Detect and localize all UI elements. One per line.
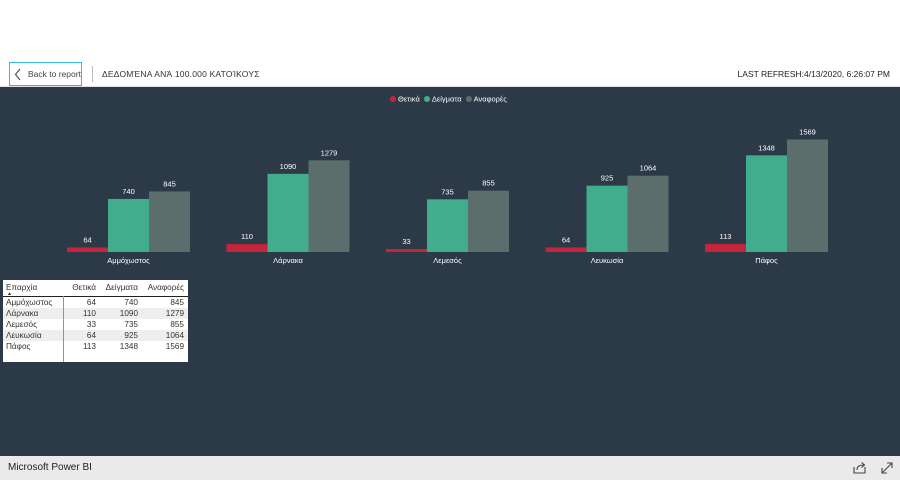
legend-item-positive[interactable]: Θετικά — [390, 94, 420, 104]
legend-dot-samples — [423, 96, 430, 103]
table-cell: 855 — [170, 320, 184, 329]
top-blank-area — [0, 0, 900, 62]
page-title: ΔΕΔΟΜΈΝΑ ΑΝΆ 100.000 ΚΑΤΟΊΚΟΥΣ — [102, 69, 260, 79]
table-cell: 735 — [124, 320, 138, 329]
bar-positive-4[interactable] — [545, 247, 587, 252]
table-cell: 1090 — [119, 309, 138, 318]
data-label-positive-5: 113 — [720, 232, 732, 241]
back-to-report-label: Back to report — [28, 69, 81, 79]
data-label-reports-5: 1569 — [799, 128, 816, 137]
category-label-1: Αμμόχωστος — [107, 256, 150, 265]
bar-reports-2[interactable] — [308, 160, 350, 252]
data-label-positive-1: 64 — [83, 235, 91, 244]
table-cell: Λεμεσός — [6, 320, 38, 329]
table-header-divider — [3, 296, 188, 297]
data-label-reports-1: 845 — [163, 179, 176, 188]
legend-label-samples: Δείγματα — [431, 94, 462, 104]
table-cell: 64 — [86, 331, 96, 340]
table-row[interactable]: Λεμεσός 33 735 855 — [3, 319, 188, 330]
data-label-positive-2: 110 — [241, 232, 253, 241]
legend-item-samples[interactable]: Δείγματα — [423, 94, 462, 104]
clustered-bar-chart[interactable]: 64 740 845 Αμμόχωστος 110 1090 1279 Λάρνακα 33 73… — [0, 87, 900, 272]
data-label-samples-4: 925 — [601, 174, 614, 183]
data-label-samples-5: 1348 — [758, 143, 775, 152]
power-bi-footer: Microsoft Power BI — [0, 456, 900, 480]
data-label-samples-2: 1090 — [280, 162, 297, 171]
table-cell: 113 — [82, 342, 96, 351]
data-label-samples-3: 735 — [441, 187, 454, 196]
table-cell: 110 — [82, 309, 96, 318]
data-label-reports-3: 855 — [482, 179, 495, 188]
last-refresh-text: LAST REFRESH:4/13/2020, 6:26:07 PM — [737, 69, 890, 79]
data-label-reports-2: 1279 — [321, 148, 338, 157]
category-label-4: Λευκωσία — [591, 256, 624, 265]
legend-dot-positive — [390, 96, 396, 103]
table-cell: 925 — [124, 331, 138, 340]
data-table[interactable]: Επαρχία ▲ Θετικά Δείγματα Αναφορές Αμμόχ… — [3, 280, 188, 362]
table-cell: 1064 — [165, 331, 184, 340]
data-label-samples-1: 740 — [122, 187, 135, 196]
report-canvas: 64 740 845 Αμμόχωστος 110 1090 1279 Λάρνακα 33 73… — [0, 87, 900, 456]
sort-ascending-icon[interactable]: ▲ — [7, 291, 12, 297]
table-cell: Πάφος — [6, 342, 31, 351]
table-header-reports[interactable]: Αναφορές — [147, 283, 184, 292]
bar-samples-3[interactable] — [427, 199, 468, 252]
table-cell: 64 — [86, 298, 96, 307]
bar-reports-5[interactable] — [787, 139, 828, 252]
expand-icon[interactable] — [880, 461, 894, 475]
table-header-samples[interactable]: Δείγματα — [105, 283, 138, 292]
bar-samples-2[interactable] — [267, 173, 309, 252]
table-row[interactable]: Πάφος 113 1348 1569 — [3, 341, 188, 352]
table-header-district[interactable]: Επαρχία — [6, 283, 38, 292]
category-label-5: Πάφος — [755, 256, 778, 265]
table-cell: 740 — [124, 298, 138, 307]
bar-positive-5[interactable] — [705, 243, 746, 252]
table-cell: 845 — [170, 298, 184, 307]
legend-dot-reports — [465, 96, 472, 103]
chart-legend: Θετικά Δείγματα Αναφορές — [390, 94, 509, 104]
table-column-divider — [63, 296, 64, 362]
table-row[interactable]: Λευκωσία 64 925 1064 — [3, 330, 188, 341]
table-row[interactable]: Αμμόχωστος 64 740 845 — [3, 297, 188, 308]
table-cell: 1279 — [165, 309, 184, 318]
bar-samples-4[interactable] — [586, 185, 628, 252]
legend-label-positive: Θετικά — [398, 94, 420, 104]
bar-positive-1[interactable] — [67, 247, 108, 252]
bar-samples-1[interactable] — [108, 198, 149, 252]
table-cell: 33 — [86, 320, 96, 329]
share-icon[interactable] — [853, 461, 867, 475]
table-cell: Λευκωσία — [6, 331, 42, 340]
bar-positive-3[interactable] — [386, 249, 427, 252]
bar-positive-2[interactable] — [226, 244, 268, 252]
data-label-reports-4: 1064 — [640, 164, 657, 173]
bar-samples-5[interactable] — [746, 155, 787, 252]
header-separator — [92, 66, 93, 82]
table-row[interactable]: Λάρνακα 110 1090 1279 — [3, 308, 188, 319]
report-header-bar: Back to report ΔΕΔΟΜΈΝΑ ΑΝΆ 100.000 ΚΑΤΟ… — [0, 62, 900, 87]
bar-reports-4[interactable] — [627, 175, 669, 252]
table-cell: Λάρνακα — [6, 309, 39, 318]
table-cell: Αμμόχωστος — [6, 298, 53, 307]
table-cell: 1348 — [119, 342, 138, 351]
table-header-positive[interactable]: Θετικά — [72, 283, 96, 292]
legend-label-reports: Αναφορές — [473, 94, 507, 104]
category-label-2: Λάρνακα — [273, 256, 303, 265]
data-label-positive-3: 33 — [402, 237, 410, 246]
category-label-3: Λεμεσός — [433, 256, 462, 265]
chevron-left-icon — [14, 68, 21, 81]
back-to-report-button[interactable]: Back to report — [9, 62, 82, 86]
bar-reports-3[interactable] — [468, 190, 509, 252]
brand-label: Microsoft Power BI — [8, 462, 92, 473]
table-cell: 1569 — [165, 342, 184, 351]
legend-item-reports[interactable]: Αναφορές — [465, 94, 507, 104]
bar-reports-1[interactable] — [149, 191, 190, 252]
data-label-positive-4: 64 — [562, 235, 570, 244]
